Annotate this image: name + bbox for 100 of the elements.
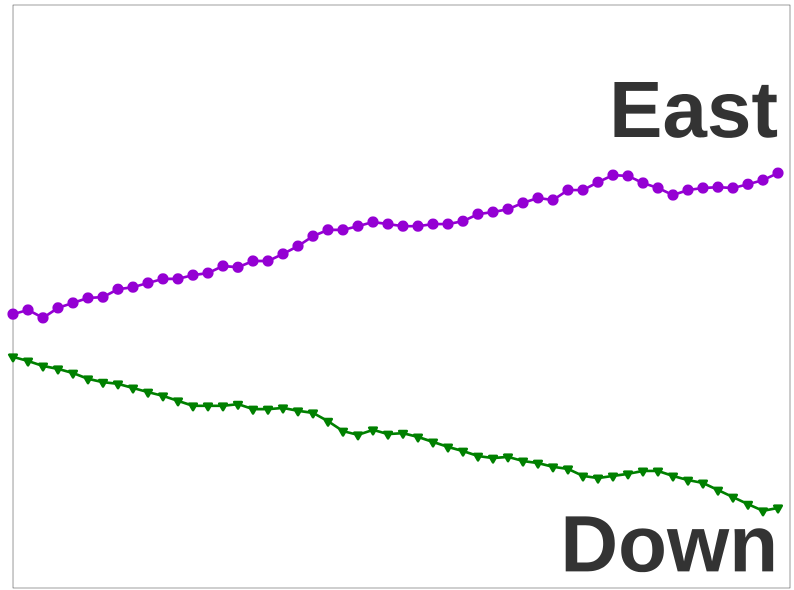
point bbox=[698, 480, 708, 489]
point bbox=[217, 260, 229, 272]
point bbox=[607, 170, 619, 181]
point bbox=[82, 292, 94, 304]
point bbox=[442, 218, 454, 230]
point bbox=[562, 465, 574, 474]
point bbox=[548, 463, 558, 472]
point bbox=[398, 430, 408, 439]
point bbox=[592, 176, 604, 188]
point bbox=[202, 267, 214, 279]
point bbox=[278, 404, 288, 414]
point bbox=[368, 426, 378, 436]
point bbox=[382, 218, 394, 230]
point bbox=[52, 365, 64, 374]
point bbox=[728, 494, 738, 503]
point bbox=[337, 224, 349, 236]
point bbox=[127, 282, 139, 293]
point bbox=[382, 430, 394, 440]
point bbox=[472, 208, 484, 220]
point bbox=[667, 189, 679, 201]
point bbox=[38, 362, 48, 372]
point bbox=[67, 297, 79, 309]
point bbox=[68, 370, 78, 379]
point bbox=[562, 184, 574, 196]
series-label: Down bbox=[566, 516, 774, 572]
point bbox=[307, 230, 319, 242]
point bbox=[742, 500, 754, 510]
point bbox=[682, 184, 694, 196]
series-label: East bbox=[614, 82, 778, 138]
point bbox=[532, 192, 544, 204]
point bbox=[637, 177, 649, 189]
point bbox=[517, 197, 529, 209]
point bbox=[518, 458, 528, 467]
point bbox=[188, 402, 198, 412]
point bbox=[578, 472, 588, 482]
point bbox=[412, 220, 424, 232]
point bbox=[352, 220, 364, 232]
point bbox=[547, 194, 559, 206]
point bbox=[757, 174, 769, 186]
point bbox=[427, 218, 439, 230]
point bbox=[277, 248, 289, 260]
point bbox=[352, 431, 364, 440]
point bbox=[742, 178, 754, 190]
point bbox=[142, 277, 154, 289]
point bbox=[487, 206, 499, 218]
point bbox=[428, 438, 438, 448]
point bbox=[652, 468, 664, 477]
point bbox=[292, 407, 304, 416]
point bbox=[727, 182, 739, 194]
point bbox=[772, 167, 784, 179]
point bbox=[97, 292, 109, 303]
point bbox=[8, 353, 18, 362]
point bbox=[502, 204, 514, 215]
point bbox=[397, 220, 409, 232]
point bbox=[472, 452, 484, 462]
point bbox=[292, 240, 304, 252]
point bbox=[412, 433, 424, 443]
point bbox=[322, 418, 334, 427]
point bbox=[52, 302, 64, 314]
point bbox=[652, 182, 664, 194]
point bbox=[577, 184, 589, 196]
point bbox=[367, 216, 379, 228]
point bbox=[592, 474, 604, 484]
point bbox=[458, 448, 468, 457]
point bbox=[98, 378, 108, 388]
point bbox=[172, 273, 184, 284]
point bbox=[772, 504, 784, 514]
point bbox=[638, 468, 648, 477]
point bbox=[308, 409, 318, 418]
point bbox=[457, 216, 469, 227]
point bbox=[22, 358, 34, 367]
point bbox=[247, 255, 259, 267]
point bbox=[218, 402, 228, 412]
point bbox=[758, 507, 768, 516]
point bbox=[532, 460, 544, 469]
point bbox=[622, 170, 634, 182]
point bbox=[157, 273, 169, 284]
point bbox=[488, 454, 498, 464]
point bbox=[232, 400, 244, 410]
point bbox=[7, 308, 19, 320]
point bbox=[622, 470, 634, 480]
point bbox=[322, 224, 334, 236]
point bbox=[128, 384, 138, 394]
point bbox=[112, 380, 124, 390]
point bbox=[682, 476, 694, 486]
point bbox=[82, 375, 94, 384]
point bbox=[202, 402, 214, 412]
point bbox=[442, 443, 454, 453]
point bbox=[172, 397, 184, 406]
point bbox=[502, 453, 514, 462]
point bbox=[697, 182, 709, 194]
point bbox=[232, 262, 244, 273]
point bbox=[712, 182, 724, 193]
point bbox=[668, 472, 678, 482]
point bbox=[262, 255, 274, 267]
point bbox=[262, 406, 274, 415]
point bbox=[158, 392, 168, 402]
point bbox=[22, 304, 34, 316]
point bbox=[338, 428, 348, 437]
point bbox=[248, 406, 258, 415]
